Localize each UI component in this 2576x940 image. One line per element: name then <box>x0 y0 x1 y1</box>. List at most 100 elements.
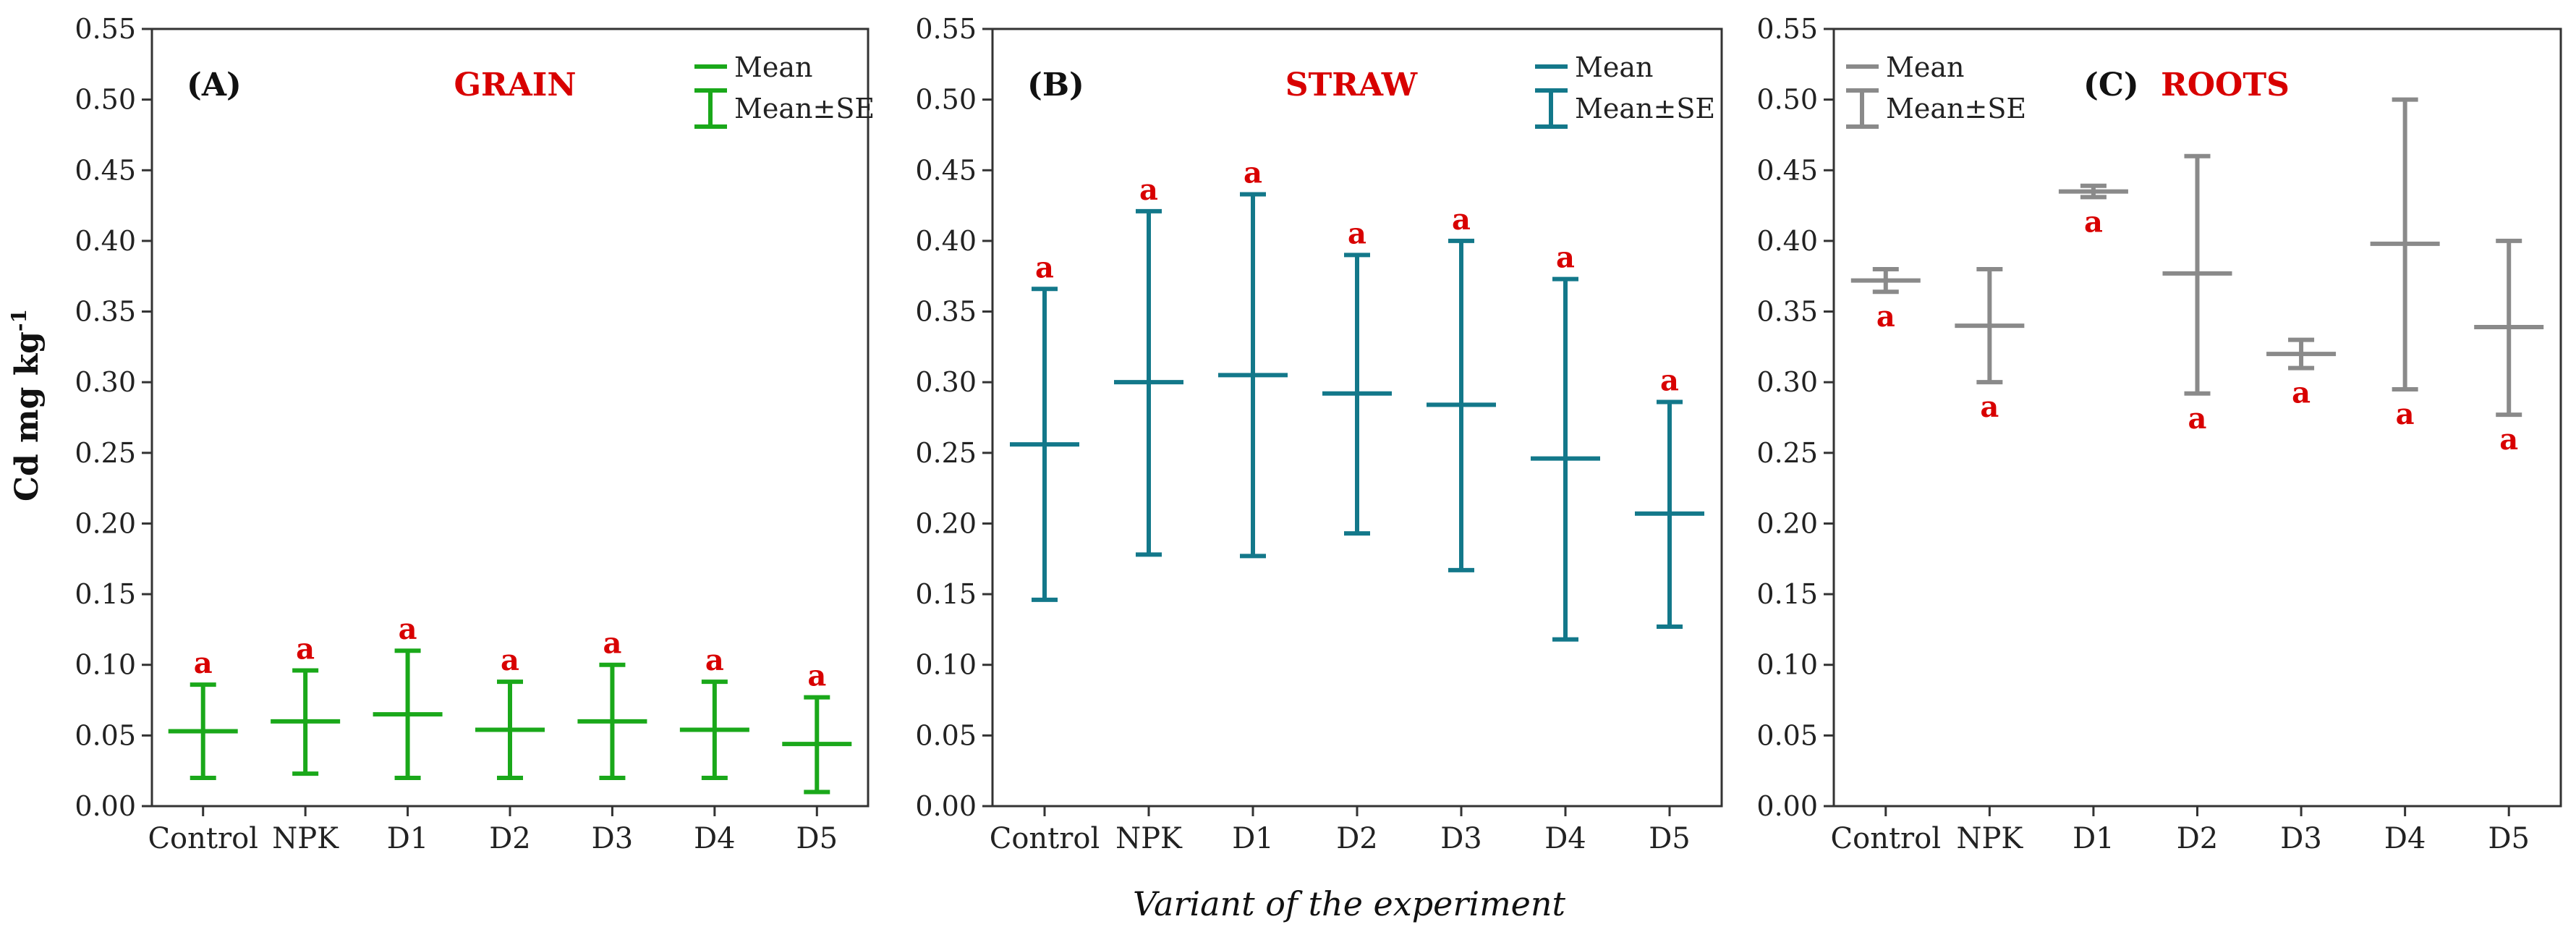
significance-label: a <box>2499 423 2518 457</box>
significance-label: a <box>1139 173 1158 207</box>
legend-mean-label: Mean <box>1886 51 1965 83</box>
significance-label: a <box>399 612 417 646</box>
legend-se-label: Mean±SE <box>1886 93 2026 124</box>
x-axis-ticks: Control NPK D1 D2 D3 D4 D5 <box>990 806 1691 855</box>
legend: Mean Mean±SE <box>1846 51 2026 129</box>
y-tick-label: 0.30 <box>75 366 136 398</box>
y-tick-label: 0.05 <box>1756 719 1818 751</box>
y-axis-label: Cd mg kg-1 <box>7 309 46 501</box>
x-axis-label: Variant of the experiment <box>1133 884 1566 923</box>
x-tick-label: NPK <box>1115 822 1183 855</box>
y-axis-label-main: Cd mg kg <box>9 331 46 501</box>
panel-label: (B) <box>1027 67 1084 103</box>
x-tick-label: Control <box>990 822 1100 855</box>
legend-se-label: Mean±SE <box>734 93 875 124</box>
y-tick-label: 0.25 <box>915 437 977 469</box>
y-tick-label: 0.55 <box>1756 13 1818 45</box>
significance-label: a <box>1035 250 1054 284</box>
error-bars: a a a a a a a <box>168 612 852 795</box>
y-tick-label: 0.15 <box>1756 578 1818 610</box>
legend: Mean Mean±SE <box>694 51 875 129</box>
significance-label: a <box>1876 300 1895 334</box>
error-bars: a a a a a a a <box>1850 97 2544 457</box>
x-tick-label: D5 <box>2488 822 2530 855</box>
legend: Mean Mean±SE <box>1535 51 1715 129</box>
x-tick-label: Control <box>148 822 258 855</box>
x-tick-label: D4 <box>2384 822 2426 855</box>
x-tick-label: D2 <box>2177 822 2219 855</box>
y-axis-ticks: 0.00 0.05 0.10 0.15 0.20 0.25 0.30 0.35 0.40 0.45… <box>915 13 992 822</box>
panel-straw: 0.00 0.05 0.10 0.15 0.20 0.25 0.30 0.35 0.40 0.45… <box>915 13 1723 855</box>
panel-roots: 0.00 0.05 0.10 0.15 0.20 0.25 0.30 0.35 0.40 0.45… <box>1756 13 2562 855</box>
x-tick-label: NPK <box>1956 822 2023 855</box>
x-tick-label: D3 <box>1440 822 1482 855</box>
significance-label: a <box>2396 397 2415 431</box>
significance-label: a <box>1348 216 1366 250</box>
y-tick-label: 0.15 <box>75 578 136 610</box>
y-tick-label: 0.10 <box>1756 649 1818 681</box>
legend-se-whisker <box>1535 88 1568 129</box>
y-axis-ticks: 0.00 0.05 0.10 0.15 0.20 0.25 0.30 0.35 0.40 0.45… <box>1756 13 1834 822</box>
y-tick-label: 0.25 <box>75 437 136 469</box>
y-tick-label: 0.20 <box>915 507 977 539</box>
x-tick-label: D2 <box>489 822 531 855</box>
y-tick-label: 0.30 <box>915 366 977 398</box>
significance-label: a <box>2292 376 2311 410</box>
y-tick-label: 0.15 <box>915 578 977 610</box>
significance-label: a <box>1556 241 1575 275</box>
x-tick-label: D2 <box>1336 822 1378 855</box>
y-tick-label: 0.20 <box>1756 507 1818 539</box>
y-tick-label: 0.50 <box>75 84 136 116</box>
y-tick-label: 0.00 <box>915 790 977 822</box>
x-tick-label: Control <box>1831 822 1942 855</box>
y-tick-label: 0.40 <box>1756 225 1818 257</box>
legend-mean-label: Mean <box>734 51 813 83</box>
y-tick-label: 0.25 <box>1756 437 1818 469</box>
y-tick-label: 0.35 <box>1756 296 1818 328</box>
y-tick-label: 0.45 <box>1756 154 1818 186</box>
significance-label: a <box>296 632 315 666</box>
x-tick-label: D1 <box>1232 822 1274 855</box>
x-tick-label: D4 <box>1544 822 1586 855</box>
y-tick-label: 0.30 <box>1756 366 1818 398</box>
legend-se-label: Mean±SE <box>1575 93 1715 124</box>
panel-title: GRAIN <box>454 67 576 103</box>
significance-label: a <box>1980 390 1999 424</box>
x-tick-label: D4 <box>694 822 736 855</box>
panel-title: STRAW <box>1285 67 1418 103</box>
y-tick-label: 0.50 <box>1756 84 1818 116</box>
panel-grain: 0.00 0.05 0.10 0.15 0.20 0.25 0.30 0.35 0.40 0.45… <box>75 13 875 855</box>
x-tick-label: D5 <box>796 822 838 855</box>
y-tick-label: 0.35 <box>75 296 136 328</box>
significance-label: a <box>1452 203 1471 237</box>
panel-label: (C) <box>2083 67 2139 103</box>
x-tick-label: D3 <box>592 822 634 855</box>
y-tick-label: 0.55 <box>915 13 977 45</box>
y-tick-label: 0.10 <box>915 649 977 681</box>
x-axis-ticks: Control NPK D1 D2 D3 D4 D5 <box>1831 806 2530 855</box>
y-tick-label: 0.10 <box>75 649 136 681</box>
x-tick-label: D3 <box>2280 822 2322 855</box>
y-tick-label: 0.55 <box>75 13 136 45</box>
significance-label: a <box>1244 156 1262 190</box>
y-tick-label: 0.45 <box>915 154 977 186</box>
significance-label: a <box>603 627 621 661</box>
y-axis-ticks: 0.00 0.05 0.10 0.15 0.20 0.25 0.30 0.35 0.40 0.45… <box>75 13 152 822</box>
significance-label: a <box>807 659 826 693</box>
y-tick-label: 0.40 <box>75 225 136 257</box>
y-tick-label: 0.00 <box>1756 790 1818 822</box>
significance-label: a <box>501 643 519 677</box>
error-bars: a a a a a a a <box>1010 156 1704 642</box>
panel-title: ROOTS <box>2161 67 2290 103</box>
x-axis-ticks: Control NPK D1 D2 D3 D4 D5 <box>148 806 838 855</box>
significance-label: a <box>194 646 213 680</box>
y-tick-label: 0.20 <box>75 507 136 539</box>
y-tick-label: 0.05 <box>75 719 136 751</box>
significance-label: a <box>1660 364 1679 398</box>
y-tick-label: 0.45 <box>75 154 136 186</box>
y-tick-label: 0.35 <box>915 296 977 328</box>
significance-label: a <box>2188 402 2207 436</box>
panel-label: (A) <box>187 67 242 103</box>
significance-label: a <box>2084 205 2103 239</box>
